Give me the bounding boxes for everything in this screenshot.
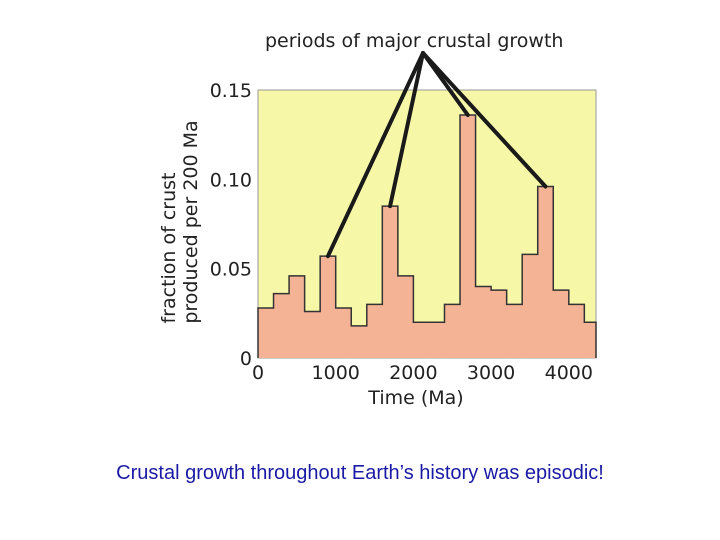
step-bar-5	[335, 307, 352, 358]
annotation-label: periods of major crustal growth	[265, 30, 563, 52]
y-tick-label-1: 0.05	[210, 259, 252, 281]
step-bar-10	[413, 322, 430, 358]
step-bar-4	[320, 256, 337, 358]
x-tick-label-0: 0	[252, 362, 264, 384]
step-bar-3	[304, 311, 321, 358]
x-tick-label-4: 4000	[545, 362, 593, 384]
step-bar-20	[568, 304, 585, 358]
x-tick-label-2: 2000	[389, 362, 437, 384]
y-axis-label-line1: fraction of crust	[158, 172, 180, 323]
step-bar-2	[289, 275, 306, 358]
step-bar-14	[475, 286, 492, 358]
growth-outline	[257, 114, 597, 358]
step-bar-9	[397, 275, 415, 358]
y-tick-label-2: 0.10	[210, 169, 252, 191]
pointer-line-0	[325, 51, 425, 259]
pointer-line-1	[388, 51, 425, 209]
step-bar-21	[584, 322, 597, 358]
step-bar-15	[491, 290, 508, 358]
step-bar-18	[537, 186, 554, 358]
y-tick-label-3: 0.15	[210, 80, 252, 102]
step-bar-16	[506, 304, 523, 358]
step-bar-7	[366, 304, 383, 358]
x-tick-label-1: 1000	[312, 362, 360, 384]
y-tick-label-0: 0	[240, 348, 252, 370]
step-bar-12	[444, 304, 461, 358]
step-bar-0	[258, 307, 275, 358]
step-bar-19	[553, 290, 570, 358]
x-tick-label-3: 3000	[467, 362, 515, 384]
slide-caption: Crustal growth throughout Earth’s histor…	[116, 462, 604, 484]
step-bar-17	[522, 254, 539, 358]
pointer-line-3	[421, 51, 548, 189]
y-axis-label-line2: produced per 200 Ma	[180, 120, 202, 323]
step-bar-1	[273, 293, 290, 358]
step-bar-8	[382, 206, 399, 358]
x-axis-label: Time (Ma)	[367, 387, 463, 409]
step-bar-6	[351, 325, 368, 358]
step-bar-11	[428, 322, 446, 358]
step-bar-13	[460, 115, 477, 358]
